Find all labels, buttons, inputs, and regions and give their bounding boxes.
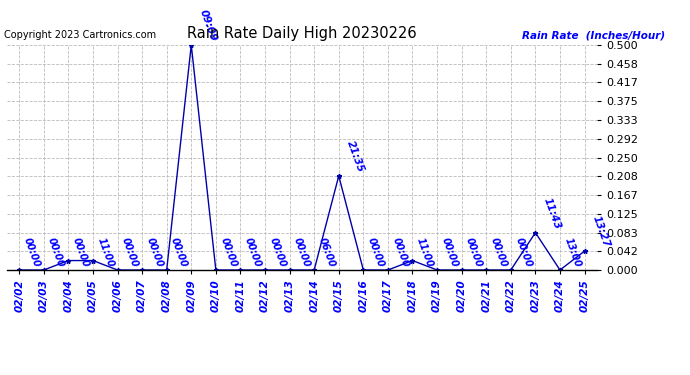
Text: 00:00: 00:00	[218, 236, 238, 268]
Text: 13:27: 13:27	[591, 214, 611, 249]
Text: 00:00: 00:00	[243, 236, 263, 268]
Text: 00:00: 00:00	[489, 236, 509, 268]
Text: 00:00: 00:00	[513, 236, 533, 268]
Text: 00:00: 00:00	[440, 236, 460, 268]
Text: 00:00: 00:00	[268, 236, 288, 268]
Text: 00:00: 00:00	[366, 236, 386, 268]
Text: 09:09: 09:09	[197, 8, 218, 43]
Text: 06:00: 06:00	[317, 236, 337, 268]
Text: 11:43: 11:43	[542, 196, 562, 230]
Title: Rain Rate Daily High 20230226: Rain Rate Daily High 20230226	[187, 26, 417, 41]
Text: Copyright 2023 Cartronics.com: Copyright 2023 Cartronics.com	[4, 30, 156, 40]
Text: 00:00: 00:00	[145, 236, 164, 268]
Text: Rain Rate  (Inches/Hour): Rain Rate (Inches/Hour)	[522, 30, 664, 40]
Text: 00:00: 00:00	[464, 236, 484, 268]
Text: 00:00: 00:00	[391, 236, 411, 268]
Text: 00:00: 00:00	[169, 236, 189, 268]
Text: 11:00: 11:00	[415, 236, 435, 268]
Text: 00:00: 00:00	[120, 236, 140, 268]
Text: 11:00: 11:00	[95, 236, 115, 268]
Text: 00:00: 00:00	[46, 236, 66, 268]
Text: 21:35: 21:35	[345, 139, 366, 174]
Text: 00:00: 00:00	[21, 236, 41, 268]
Text: 00:00: 00:00	[71, 236, 91, 268]
Text: 13:00: 13:00	[562, 236, 582, 268]
Text: 00:00: 00:00	[292, 236, 312, 268]
